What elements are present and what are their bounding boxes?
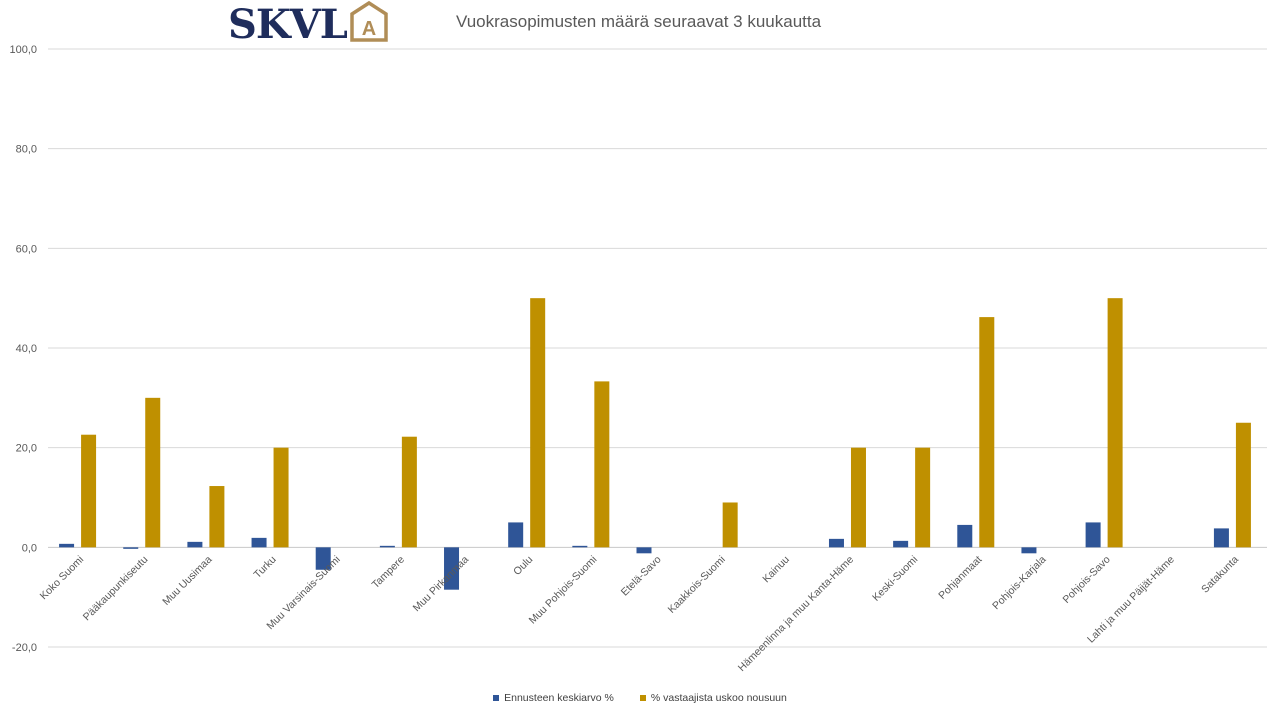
y-tick-label: -20,0 xyxy=(12,642,37,654)
y-tick-label: 100,0 xyxy=(9,44,37,56)
legend-item-rise: % vastaajista uskoo nousuun xyxy=(639,692,787,704)
bar-forecast xyxy=(636,547,652,554)
category-label: Pohjois-Karjala xyxy=(990,554,1049,613)
logo-badge-letter: A xyxy=(362,18,376,40)
category-label: Etelä-Savo xyxy=(619,554,664,599)
chart-title: Vuokrasopimusten määrä seuraavat 3 kuuka… xyxy=(456,12,822,31)
legend-label-forecast: Ennusteen keskiarvo % xyxy=(504,692,614,704)
bar-rise xyxy=(915,447,931,548)
bar-forecast xyxy=(957,524,973,548)
bar-forecast xyxy=(1213,528,1229,548)
bar-forecast xyxy=(828,538,844,548)
bar-rise xyxy=(530,298,546,548)
legend: Ennusteen keskiarvo % % vastaajista usko… xyxy=(0,692,1280,704)
bar-rise xyxy=(401,436,417,548)
bar-forecast xyxy=(893,540,909,548)
bar-forecast xyxy=(123,547,139,549)
category-label: Hämeenlinna ja muu Kanta-Häme xyxy=(736,554,856,674)
category-label: Pohjois-Savo xyxy=(1060,554,1112,606)
bar-forecast xyxy=(59,543,75,548)
bar-forecast xyxy=(1021,547,1037,554)
y-tick-label: 20,0 xyxy=(16,443,37,455)
bar-forecast xyxy=(379,545,395,548)
logo-text: SKVL xyxy=(228,1,348,46)
category-label: Tampere xyxy=(370,554,407,591)
category-label: Koko Suomi xyxy=(38,554,87,603)
category-label: Muu Uusimaa xyxy=(160,554,214,608)
category-label: Kaakkois-Suomi xyxy=(666,554,728,616)
category-label: Muu Varsinais-Suomi xyxy=(264,554,342,632)
bar-rise xyxy=(722,502,738,548)
bar-rise xyxy=(979,317,995,548)
y-tick-label: 40,0 xyxy=(16,343,37,355)
skvl-logo: SKVL A xyxy=(228,0,388,46)
category-label: Pääkaupunkiseutu xyxy=(81,554,151,624)
legend-item-forecast: Ennusteen keskiarvo % xyxy=(493,692,614,704)
category-label: Pohjanmaat xyxy=(936,554,984,602)
category-label: Muu Pirkanmaa xyxy=(411,554,472,615)
bar-forecast xyxy=(1085,522,1101,548)
bar-forecast xyxy=(444,547,460,590)
bar-rise xyxy=(850,447,866,548)
category-label: Keski-Suomi xyxy=(870,554,920,604)
bar-rise xyxy=(594,381,610,548)
category-label: Oulu xyxy=(511,554,535,578)
bar-forecast xyxy=(572,545,588,548)
category-label: Kainuu xyxy=(760,554,792,586)
bar-rise xyxy=(81,434,97,548)
bar-rise xyxy=(1107,298,1123,548)
y-tick-label: 80,0 xyxy=(16,144,37,156)
category-label: Muu Pohjois-Suomi xyxy=(527,554,600,627)
bar-rise xyxy=(273,447,289,548)
bar-forecast xyxy=(315,547,331,570)
category-label: Turku xyxy=(251,554,278,581)
house-icon: A xyxy=(350,0,388,42)
bar-rise xyxy=(1235,422,1251,548)
y-tick-label: 0,0 xyxy=(22,542,37,554)
y-tick-label: 60,0 xyxy=(16,243,37,255)
legend-label-rise: % vastaajista uskoo nousuun xyxy=(650,692,787,704)
legend-swatch-rise xyxy=(639,695,646,701)
bar-rise xyxy=(145,397,161,548)
category-label: Satakunta xyxy=(1199,554,1241,596)
bar-forecast xyxy=(508,522,524,548)
bar-rise xyxy=(209,486,225,548)
bar-forecast xyxy=(251,537,267,548)
legend-swatch-forecast xyxy=(493,695,500,701)
bar-forecast xyxy=(187,541,203,548)
